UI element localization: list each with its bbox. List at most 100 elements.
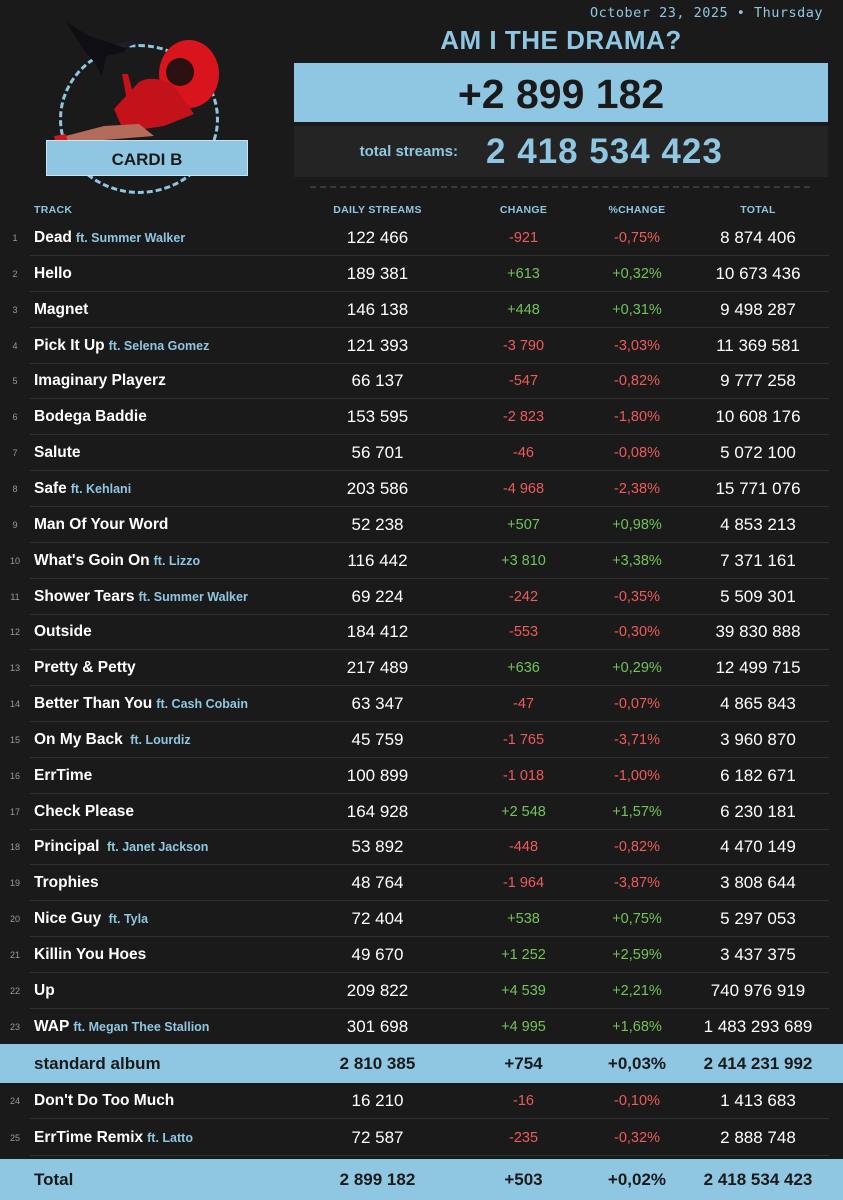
daily-streams: 63 347 bbox=[351, 694, 404, 714]
percent-change: +2,59% bbox=[612, 947, 662, 963]
daily-streams: 49 670 bbox=[351, 945, 404, 964]
percent-change: +3,38% bbox=[612, 552, 662, 569]
percent-change: +0,98% bbox=[612, 516, 662, 533]
daily-streams: 153 595 bbox=[346, 407, 409, 427]
track-number: 5 bbox=[12, 376, 18, 387]
percent-change: -3,03% bbox=[614, 337, 660, 354]
track-title: Trophies bbox=[34, 874, 99, 892]
total-streams: 3 808 644 bbox=[720, 873, 796, 893]
album-title: AM I THE DRAMA? bbox=[440, 25, 682, 55]
track-number: 8 bbox=[12, 483, 18, 494]
table-row: 10 What's Goin On ft. Lizzo 116 442 +3 810 +3… bbox=[0, 543, 843, 579]
percent-change: +1,68% bbox=[612, 1018, 662, 1035]
table-row: 13 Pretty & Petty 217 489 +636 +0,29% 12 499 … bbox=[0, 650, 843, 687]
track-number: 18 bbox=[9, 842, 20, 853]
table-row: 4 Pick It Up ft. Selena Gomez 121 393 -3 790… bbox=[0, 328, 843, 364]
track-title: Pick It Up bbox=[34, 336, 105, 354]
total-streams: 1 413 683 bbox=[720, 1091, 796, 1110]
track-number: 17 bbox=[9, 806, 20, 817]
daily-streams: 301 698 bbox=[346, 1016, 409, 1036]
table-row: 18 Principal ft. Janet Jackson 53 892 -448 -… bbox=[0, 829, 843, 866]
track-title: Check Please bbox=[34, 802, 134, 820]
total-streams: 11 369 581 bbox=[716, 335, 800, 355]
total-streams: 1 483 293 689 bbox=[703, 1016, 813, 1036]
percent-change: -1,00% bbox=[614, 767, 660, 784]
track-title-cell: Check Please bbox=[34, 794, 138, 830]
track-feature: ft. Tyla bbox=[105, 912, 149, 927]
total-streams: 740 976 919 bbox=[710, 980, 806, 1000]
track-number: 25 bbox=[9, 1133, 20, 1143]
track-title: Principal bbox=[34, 838, 100, 856]
track-title-cell: Principal ft. Janet Jackson bbox=[34, 829, 208, 865]
table-row: 3 Magnet 146 138 +448 +0,31% 9 498 287 bbox=[0, 292, 843, 328]
track-title-cell: Pretty & Petty bbox=[34, 650, 140, 686]
stream-change: -448 bbox=[508, 839, 539, 856]
track-title: WAP bbox=[34, 1017, 70, 1035]
stream-change: +538 bbox=[507, 911, 540, 928]
total-streams: 12 499 715 bbox=[715, 658, 801, 678]
stream-change: -47 bbox=[513, 696, 534, 713]
total-streams: 5 297 053 bbox=[720, 909, 796, 929]
total-streams: 39 830 888 bbox=[715, 622, 801, 642]
total-streams: 10 608 176 bbox=[715, 407, 801, 427]
stream-change: +636 bbox=[507, 660, 540, 677]
track-title: ErrTime bbox=[34, 766, 93, 784]
track-feature: ft. Janet Jackson bbox=[103, 840, 209, 855]
total-streams-box: total streams: 2 418 534 423 bbox=[294, 126, 828, 177]
track-number: 7 bbox=[12, 448, 18, 459]
percent-change: -0,30% bbox=[614, 624, 660, 641]
total-streams: 15 771 076 bbox=[715, 478, 801, 498]
total-streams: 3 437 375 bbox=[720, 945, 796, 964]
stream-change: -1 765 bbox=[502, 731, 545, 748]
table-row: 16 ErrTime 100 899 -1 018 -1,00% 6 182 671 bbox=[0, 758, 843, 794]
track-title: Magnet bbox=[34, 300, 89, 318]
table-row: 20 Nice Guy ft. Tyla 72 404 +538 +0,75% 5 297… bbox=[0, 901, 843, 938]
table-row: 6 Bodega Baddie 153 595 -2 823 -1,80% 10 608 … bbox=[0, 399, 843, 436]
percent-change: -2,38% bbox=[614, 480, 660, 497]
table-row: 22 Up 209 822 +4 539 +2,21% 740 976 919 bbox=[0, 973, 843, 1009]
table-row: 5 Imaginary Playerz 66 137 -547 -0,82% 9 777 … bbox=[0, 363, 843, 400]
summary-daily: 2 899 182 bbox=[339, 1170, 416, 1189]
daily-streams: 121 393 bbox=[346, 335, 409, 355]
stream-change: +507 bbox=[507, 516, 540, 533]
track-title-cell: Hello bbox=[34, 256, 76, 292]
table-row: 7 Salute 56 701 -46 -0,08% 5 072 100 bbox=[0, 435, 843, 472]
percent-change: -0,82% bbox=[614, 839, 660, 856]
total-streams: 9 777 258 bbox=[720, 371, 796, 391]
total-streams: 6 230 181 bbox=[720, 801, 796, 821]
track-title: Shower Tears bbox=[34, 587, 135, 605]
total-streams: 5 509 301 bbox=[720, 586, 796, 606]
track-feature: ft. Summer Walker bbox=[138, 589, 248, 604]
column-header-change: CHANGE bbox=[499, 204, 548, 216]
date-label: October 23, 2025 • Thursday bbox=[590, 5, 823, 21]
track-feature: ft. Cash Cobain bbox=[156, 697, 248, 712]
track-number: 16 bbox=[9, 770, 20, 781]
column-header-track: TRACK bbox=[34, 204, 73, 216]
track-title-cell: Killin You Hoes bbox=[34, 937, 150, 973]
daily-streams: 69 224 bbox=[351, 586, 404, 606]
summary-pct: +0,03% bbox=[607, 1054, 667, 1073]
stream-change: +4 539 bbox=[501, 982, 546, 999]
percent-change: +0,32% bbox=[612, 265, 662, 282]
percent-change: -0,10% bbox=[614, 1093, 660, 1109]
track-title-cell: Trophies bbox=[34, 865, 103, 901]
track-title-cell: Better Than You ft. Cash Cobain bbox=[34, 686, 248, 722]
summary-daily: 2 810 385 bbox=[339, 1054, 416, 1073]
track-title: Better Than You bbox=[34, 695, 153, 713]
track-number: 22 bbox=[9, 985, 20, 996]
track-number: 13 bbox=[9, 663, 20, 674]
track-number: 4 bbox=[12, 340, 18, 351]
track-title-cell: ErrTime bbox=[34, 758, 96, 794]
track-title: Dead bbox=[34, 229, 72, 246]
table-row: 9 Man Of Your Word 52 238 +507 +0,98% 4 853 2… bbox=[0, 507, 843, 543]
daily-streams: 72 404 bbox=[351, 909, 404, 929]
total-streams: 4 853 213 bbox=[720, 514, 796, 534]
track-title-cell: Bodega Baddie bbox=[34, 399, 151, 435]
percent-change: -0,82% bbox=[614, 373, 660, 390]
table-row: 17 Check Please 164 928 +2 548 +1,57% 6 230 1… bbox=[0, 794, 843, 830]
track-title-cell: ErrTime Remix ft. Latto bbox=[34, 1120, 193, 1156]
daily-streams: 122 466 bbox=[346, 228, 409, 247]
percent-change: -0,07% bbox=[614, 696, 660, 713]
daily-streams: 116 442 bbox=[347, 550, 408, 570]
daily-streams: 209 822 bbox=[346, 980, 409, 1000]
